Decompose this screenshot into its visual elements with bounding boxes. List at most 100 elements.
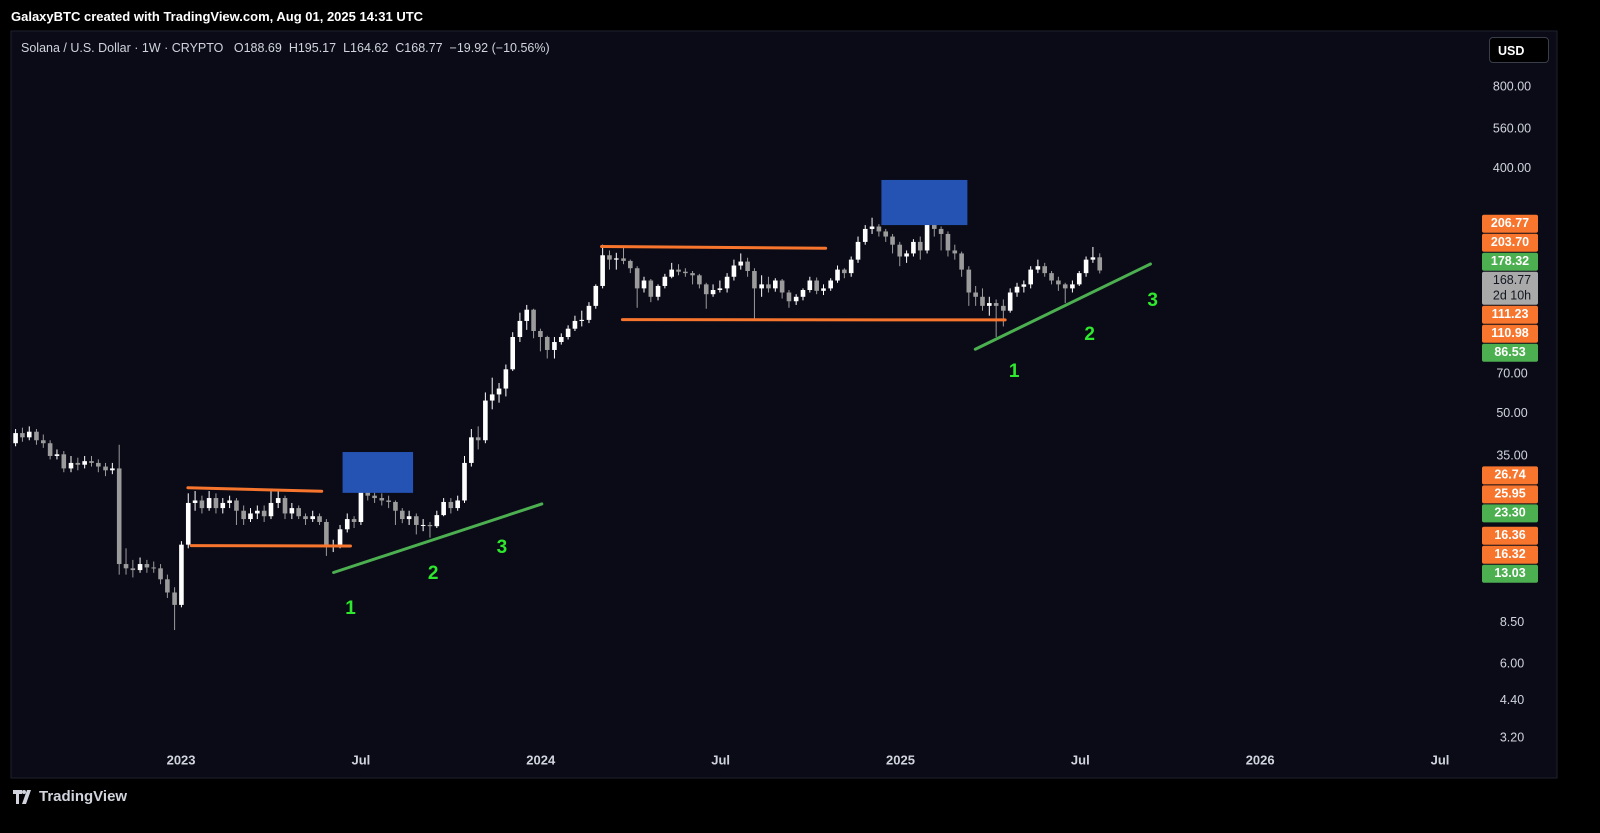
price-tag (1482, 466, 1538, 485)
annotation-label: 2 (1084, 324, 1095, 345)
brand: TradingView (13, 788, 127, 805)
annotation-label: 3 (497, 537, 508, 558)
price-tag-label: 168.77 (1493, 273, 1531, 287)
price-tag (1482, 305, 1538, 324)
candle-body (552, 342, 557, 350)
candle-body (1062, 284, 1068, 289)
candle-body (448, 501, 454, 509)
candle-body (593, 285, 599, 306)
x-tick-label: 2024 (526, 752, 556, 767)
candle-body (213, 498, 219, 509)
candle-body (600, 255, 605, 286)
candle-body (483, 400, 488, 441)
candle-body (386, 500, 391, 502)
price-tag-label: 23.30 (1494, 506, 1525, 520)
candle-body (462, 462, 467, 501)
candle-body (123, 564, 129, 569)
price-tag-label: 178.32 (1491, 254, 1529, 268)
price-tag-label: 111.23 (1492, 307, 1529, 321)
x-tick-label: Jul (711, 752, 730, 767)
price-tag (1482, 545, 1538, 564)
candle-body (662, 276, 668, 286)
currency-button[interactable]: USD (1489, 37, 1549, 63)
candle-body (973, 292, 978, 297)
x-tick-label: 2023 (167, 752, 196, 767)
candle-body (738, 261, 744, 266)
trend-line (332, 502, 544, 575)
candle-body (1076, 273, 1082, 285)
candle-body (814, 280, 819, 291)
candle-body (800, 290, 806, 297)
candle-body (185, 502, 191, 545)
annotation-label: 1 (345, 598, 356, 619)
candle-body (372, 495, 377, 499)
candle-body (358, 488, 364, 522)
price-tag (1482, 233, 1538, 252)
candle-body (475, 437, 481, 441)
candle-body (241, 510, 246, 520)
candle-body (82, 461, 87, 465)
price-tag (1482, 504, 1538, 523)
y-tick-label: 560.00 (1493, 121, 1531, 135)
candle-body (869, 226, 875, 229)
candle-body (517, 320, 523, 337)
candle-body (20, 433, 25, 438)
candle-body (248, 513, 253, 520)
y-tick-label: 70.00 (1496, 367, 1527, 381)
price-tag-label: 203.70 (1491, 235, 1529, 249)
candle-body (917, 241, 923, 251)
candle-body (945, 233, 951, 251)
ohlc-value: L164.62 (343, 41, 389, 55)
candle-body (697, 275, 702, 285)
price-tag (1482, 343, 1538, 362)
y-tick-label: 8.50 (1500, 615, 1524, 629)
candle-body (227, 500, 232, 503)
price-tag-label: 110.98 (1491, 326, 1529, 340)
candle-body (759, 284, 764, 289)
candle-body (524, 309, 530, 321)
candle-body (1070, 284, 1075, 289)
price-tag (1482, 271, 1538, 305)
candle-body (710, 290, 716, 295)
candle-body (89, 461, 94, 463)
x-tick-label: 2025 (886, 752, 915, 767)
ohlc-value: C168.77 (395, 41, 443, 55)
candle-body (510, 336, 516, 370)
candle-body (393, 501, 398, 511)
candle-body (261, 510, 267, 517)
candle-body (1028, 269, 1033, 285)
candle-body (1090, 257, 1096, 260)
candle-body (731, 265, 737, 277)
candle-body (344, 519, 350, 530)
candle-body (179, 544, 184, 605)
candle-body (275, 498, 281, 503)
candle-body (399, 510, 405, 520)
candle-body (199, 500, 205, 509)
candle-body (289, 508, 295, 514)
candle-body (503, 369, 509, 389)
price-tag-label: 206.77 (1491, 216, 1529, 230)
candle-body (628, 260, 633, 269)
price-tag (1482, 214, 1538, 233)
candle-body (144, 564, 150, 568)
candle-body (351, 519, 357, 522)
price-tag-label: 16.36 (1494, 528, 1525, 542)
candle-body (414, 516, 419, 525)
brand-name: TradingView (39, 788, 128, 805)
candle-body (842, 269, 847, 274)
candle-body (987, 303, 992, 306)
price-tag (1482, 485, 1538, 504)
candle-body (772, 280, 778, 289)
candle-body (862, 228, 868, 242)
candle-body (938, 228, 944, 234)
brand-logo (13, 789, 31, 804)
candle-body (848, 259, 854, 274)
candle-body (544, 336, 550, 350)
candle-body (317, 516, 322, 522)
candle-body (993, 303, 999, 306)
ohlc-value: H195.17 (288, 41, 337, 55)
candle-body (821, 288, 826, 291)
candle-body (952, 250, 958, 254)
plot-area: 1 2 3 1 2 3 (13, 179, 1158, 631)
